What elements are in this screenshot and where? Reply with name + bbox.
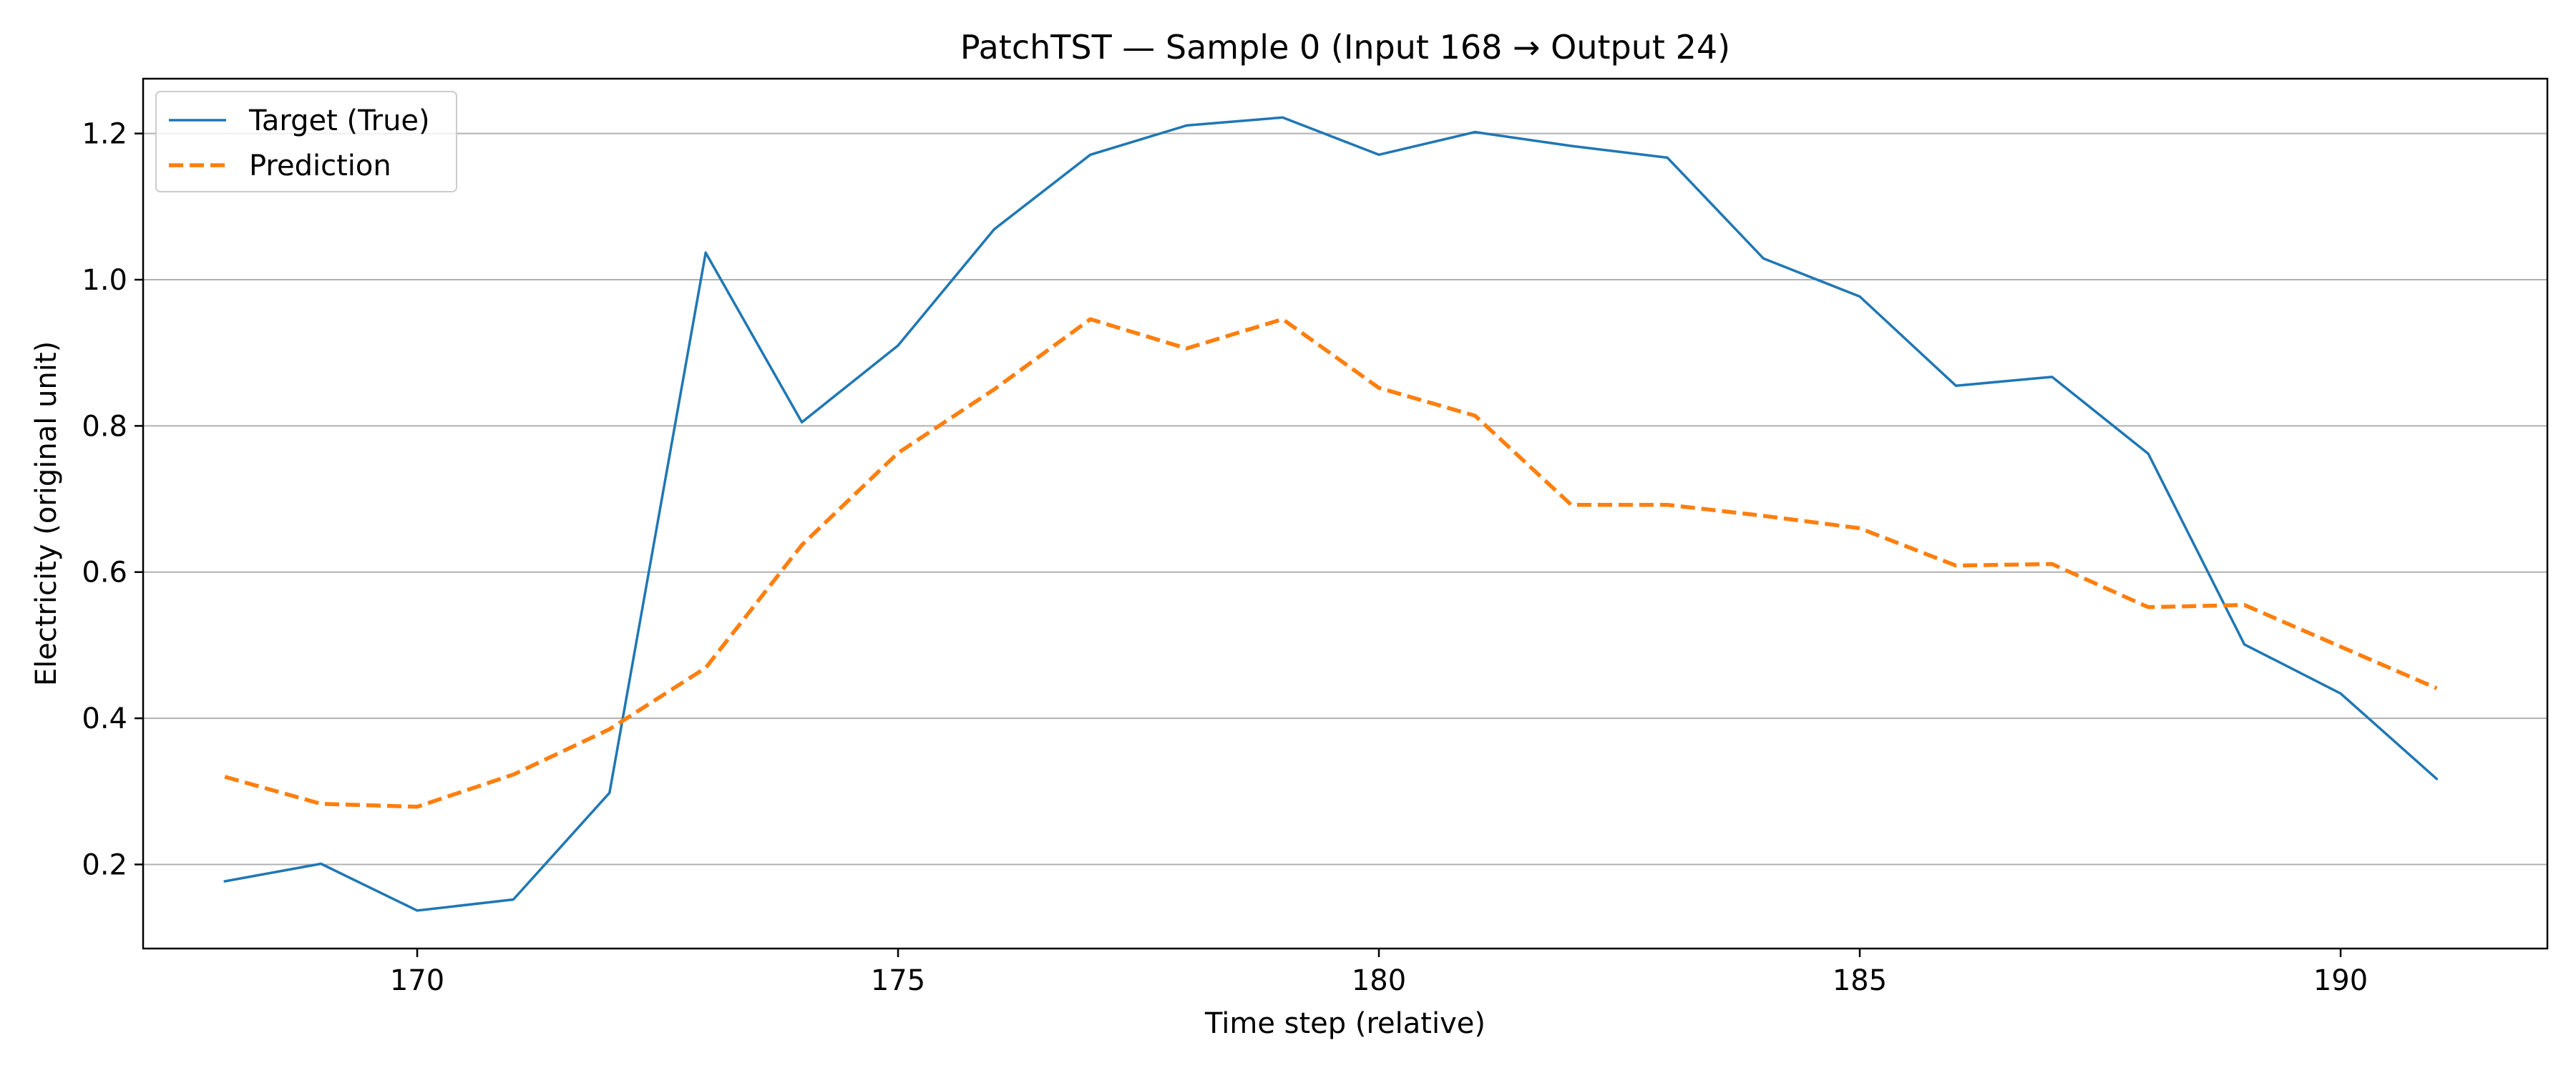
x-axis-ticks: 170 175 180 185 190 — [390, 949, 2368, 997]
x-tick-label-3: 185 — [1833, 964, 1887, 997]
x-tick-label-2: 180 — [1352, 964, 1406, 997]
y-tick-label-0: 0.2 — [82, 848, 127, 881]
legend: Target (True) Prediction — [155, 91, 457, 192]
series-line-target — [223, 116, 2439, 912]
y-axis-label: Electricity (original unit) — [30, 341, 63, 686]
y-tick-label-3: 0.8 — [82, 410, 127, 443]
y-tick-label-4: 1.0 — [82, 264, 127, 297]
legend-box — [155, 91, 457, 192]
series-line-prediction — [224, 317, 2438, 809]
x-tick-label-4: 190 — [2313, 964, 2368, 997]
legend-label-target: Target (True) — [248, 104, 430, 137]
x-tick-label-0: 170 — [390, 964, 444, 997]
series-lines — [223, 116, 2439, 912]
y-tick-label-5: 1.2 — [82, 118, 127, 151]
chart-title: PatchTST — Sample 0 (Input 168 → Output … — [960, 28, 1730, 67]
y-axis-ticks: 0.2 0.4 0.6 0.8 1.0 1.2 — [82, 118, 143, 881]
y-tick-label-2: 0.6 — [82, 557, 127, 589]
y-tick-label-1: 0.4 — [82, 702, 127, 735]
plot-frame — [142, 77, 2549, 950]
legend-label-prediction: Prediction — [249, 150, 391, 182]
x-tick-label-1: 175 — [871, 964, 925, 997]
x-axis-label: Time step (relative) — [1204, 1007, 1485, 1040]
